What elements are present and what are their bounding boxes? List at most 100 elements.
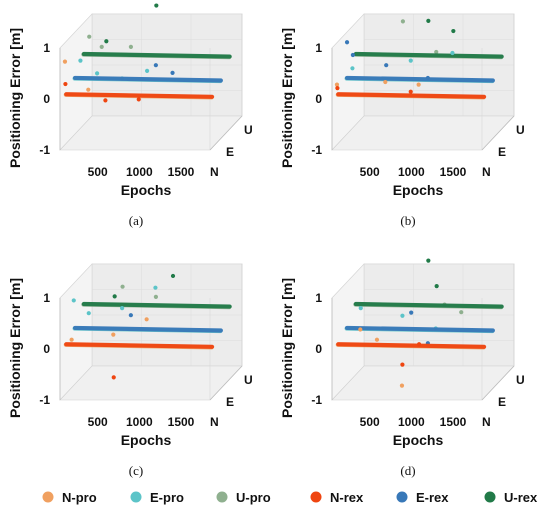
series-n-rex [64, 342, 215, 380]
panel-caption: (b) [400, 213, 415, 228]
data-point [78, 58, 83, 63]
z-tick-label: 0 [43, 342, 50, 356]
data-point [154, 3, 159, 8]
box-edge [209, 115, 243, 151]
legend-item-n-pro: N-pro [42, 490, 97, 505]
data-point [374, 337, 380, 342]
data-point [95, 71, 100, 76]
x-tick-label: 1000 [398, 415, 425, 429]
series-n-rex [335, 86, 487, 99]
data-point [153, 294, 158, 299]
depth-tick-label: E [226, 145, 234, 159]
legend-label: N-pro [62, 490, 97, 505]
data-point [63, 81, 68, 87]
z-tick-label: 0 [315, 342, 322, 356]
series-e-rex [72, 63, 223, 83]
depth-tick-label: N [482, 165, 491, 179]
series-band [344, 325, 495, 333]
data-point [459, 310, 464, 315]
data-point [128, 313, 133, 318]
legend-item-e-rex: E-rex [396, 490, 449, 505]
x-tick-label: 1500 [168, 415, 195, 429]
box-edge [209, 365, 243, 401]
z-tick-label: 1 [315, 291, 322, 305]
legend: N-pro E-pro U-pro N-rex E-rex U-rex [42, 490, 538, 505]
box-edge [481, 365, 515, 401]
x-tick-label: 500 [360, 415, 380, 429]
data-point [86, 87, 91, 92]
depth-tick-label: U [244, 373, 253, 387]
x-tick-label: 500 [360, 165, 380, 179]
z-axis-label: Positioning Error [m] [279, 28, 295, 168]
legend-marker [310, 491, 322, 503]
x-axis-label: Epochs [393, 182, 444, 198]
data-point [358, 306, 363, 311]
box-edge [481, 115, 515, 151]
data-point [99, 44, 104, 50]
data-point [399, 383, 405, 388]
data-point [71, 298, 76, 303]
z-tick-label: -1 [39, 143, 50, 157]
series-u-rex [353, 18, 504, 59]
data-point [358, 327, 363, 332]
z-tick-label: 1 [315, 41, 322, 55]
depth-tick-label: N [210, 165, 219, 179]
series-u-rex [353, 258, 504, 309]
legend-marker [216, 491, 228, 503]
x-tick-label: 1500 [440, 415, 467, 429]
legend-item-n-rex: N-rex [310, 490, 364, 505]
z-axis-label: Positioning Error [m] [7, 278, 23, 418]
depth-tick-label: E [226, 395, 234, 409]
data-point [409, 310, 414, 315]
x-tick-label: 500 [88, 415, 108, 429]
x-tick-label: 1000 [126, 165, 153, 179]
data-point [87, 34, 92, 39]
data-point [170, 273, 176, 279]
data-point [153, 63, 158, 68]
legend-marker [484, 491, 496, 503]
z-tick-label: 0 [315, 92, 322, 106]
data-point [426, 258, 431, 263]
series-band [344, 75, 495, 83]
chart-panel: 1 0 -1 Positioning Error [m] 500 1000 1500 Epoc… [279, 258, 525, 478]
series-u-rex [81, 273, 232, 309]
data-point [384, 63, 389, 68]
data-point [128, 44, 133, 50]
series-e-rex [72, 313, 223, 333]
panel-caption: (c) [129, 463, 143, 478]
data-point [383, 79, 388, 85]
series-band [72, 75, 223, 83]
x-axis-label: Epochs [393, 432, 444, 448]
data-point [450, 50, 455, 56]
depth-tick-label: U [516, 123, 525, 137]
data-point [408, 58, 413, 63]
data-point [344, 40, 350, 45]
data-point [335, 86, 340, 91]
data-point [120, 306, 125, 311]
z-tick-label: 0 [43, 92, 50, 106]
legend-marker [396, 491, 408, 503]
data-point [426, 18, 431, 23]
x-tick-label: 1000 [398, 165, 425, 179]
series-u-rex [81, 3, 232, 59]
depth-tick-label: N [210, 415, 219, 429]
data-point [451, 28, 456, 34]
data-point [112, 294, 117, 299]
x-axis-label: Epochs [121, 182, 172, 198]
series-n-rex [336, 342, 487, 367]
chart-panel: 1 0 -1 Positioning Error [m] 500 1000 1500 Epoc… [279, 13, 525, 228]
data-point [434, 49, 439, 55]
series-n-rex [63, 81, 215, 103]
data-point [104, 39, 109, 44]
data-point [136, 97, 141, 102]
chart-panel: 1 0 -1 Positioning Error [m] 500 1000 1500 Epoc… [7, 3, 253, 228]
x-tick-label: 1500 [440, 165, 467, 179]
data-point [434, 284, 439, 289]
data-point [153, 285, 158, 290]
series-e-rex [344, 40, 495, 83]
chart-panel: 1 0 -1 Positioning Error [m] 500 1000 1500 Epoc… [7, 263, 253, 478]
data-point [334, 82, 340, 87]
data-point [350, 66, 355, 71]
data-point [111, 332, 116, 337]
